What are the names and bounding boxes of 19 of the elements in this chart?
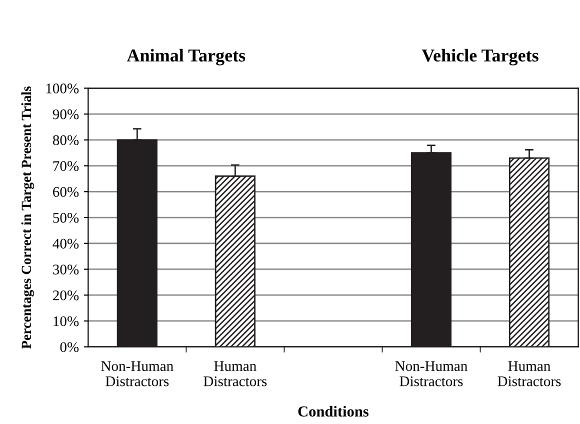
text: Animal Targets xyxy=(126,48,246,66)
y-tick-label: 0% xyxy=(60,342,79,352)
y-tick-label: 70% xyxy=(53,161,79,172)
y-tick-label: 100% xyxy=(46,84,79,94)
y-tick-label: 50% xyxy=(53,212,79,223)
y-tick-label: 40% xyxy=(52,238,79,249)
y-tick-label: 80% xyxy=(52,135,79,146)
text: Vehicle Targets xyxy=(422,48,538,66)
x-tick-label: Human Distractors xyxy=(204,361,267,386)
y-tick-label: 90% xyxy=(52,109,79,120)
x-axis-title: Conditions xyxy=(298,406,368,417)
x-tick-label: Non-Human Distractors xyxy=(101,361,174,386)
y-tick-label: 30% xyxy=(53,264,79,274)
x-tick-label: Non-Human Distractors xyxy=(395,361,468,386)
y-tick-label: 20% xyxy=(53,290,79,300)
y-tick-label: 10% xyxy=(54,316,79,326)
x-tick-label: Human Distractors xyxy=(498,361,561,386)
y-axis-title: Percentages Correct in Target Present Trials xyxy=(21,86,34,349)
y-tick-label: 60% xyxy=(53,187,79,197)
